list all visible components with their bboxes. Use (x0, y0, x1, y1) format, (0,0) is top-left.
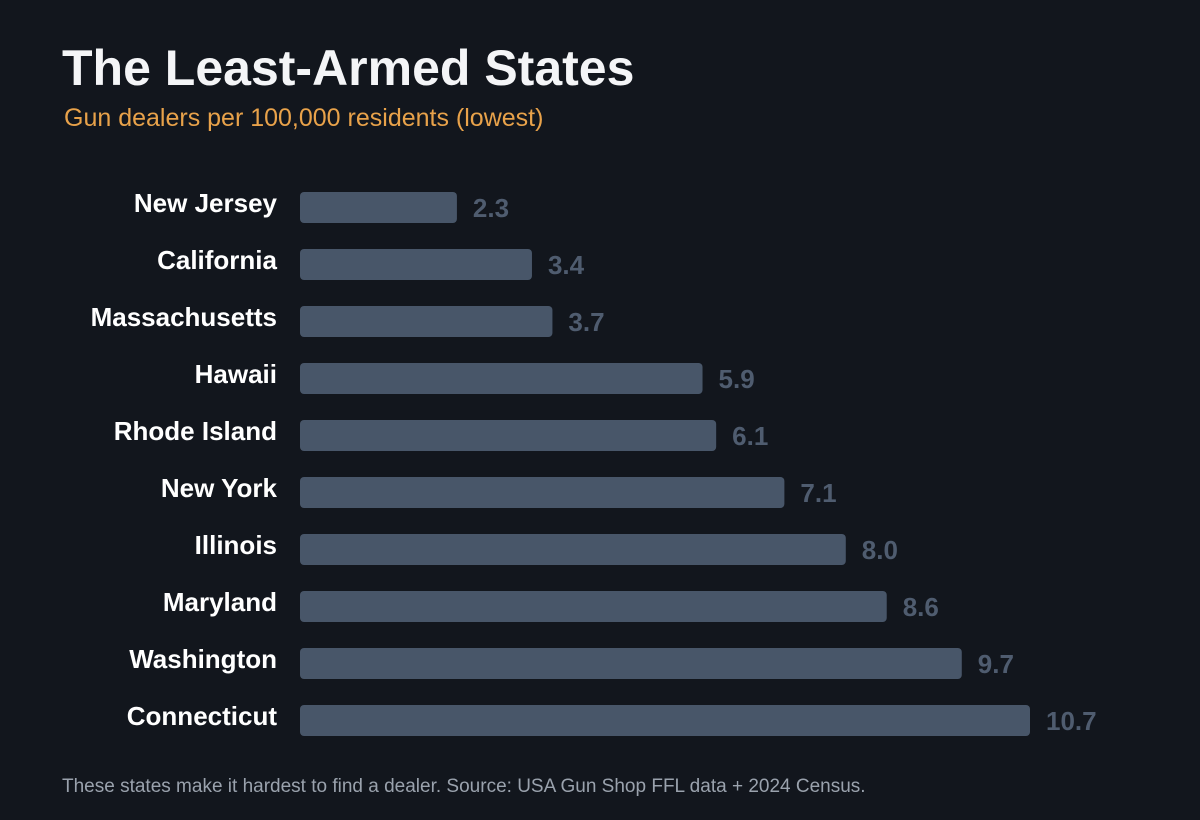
bar (300, 363, 703, 394)
bar-value-label: 6.1 (732, 421, 768, 451)
state-label: Hawaii (195, 359, 277, 389)
state-label: New Jersey (134, 188, 278, 218)
bar-value-label: 8.0 (862, 535, 898, 565)
state-label: Maryland (163, 587, 277, 617)
bar-value-label: 3.4 (548, 250, 585, 280)
bar (300, 306, 553, 337)
bar-value-label: 5.9 (719, 364, 755, 394)
bar (300, 420, 717, 451)
source-footnote: These states make it hardest to find a d… (62, 776, 866, 797)
bar-value-label: 10.7 (1046, 706, 1097, 736)
bar (300, 192, 457, 223)
bar-value-label: 7.1 (800, 478, 836, 508)
bar-value-label: 2.3 (473, 193, 509, 223)
state-label: Connecticut (127, 701, 278, 731)
bar (300, 648, 962, 679)
chart-subtitle: Gun dealers per 100,000 residents (lowes… (64, 104, 544, 132)
bar (300, 705, 1030, 736)
bar (300, 477, 785, 508)
bar-value-label: 3.7 (568, 307, 604, 337)
state-label: New York (161, 473, 278, 503)
state-label: Illinois (195, 530, 277, 560)
state-label: California (157, 245, 277, 275)
state-label: Rhode Island (114, 416, 277, 446)
bar-value-label: 8.6 (903, 592, 939, 622)
chart-title: The Least-Armed States (62, 40, 635, 96)
state-label: Massachusetts (91, 302, 277, 332)
bar-value-label: 9.7 (978, 649, 1014, 679)
bar (300, 534, 846, 565)
bar (300, 249, 532, 280)
state-label: Washington (129, 644, 277, 674)
bar (300, 591, 887, 622)
bar-chart: New Jersey 2.3 California 3.4 Massachusetts 3… (91, 188, 1097, 736)
